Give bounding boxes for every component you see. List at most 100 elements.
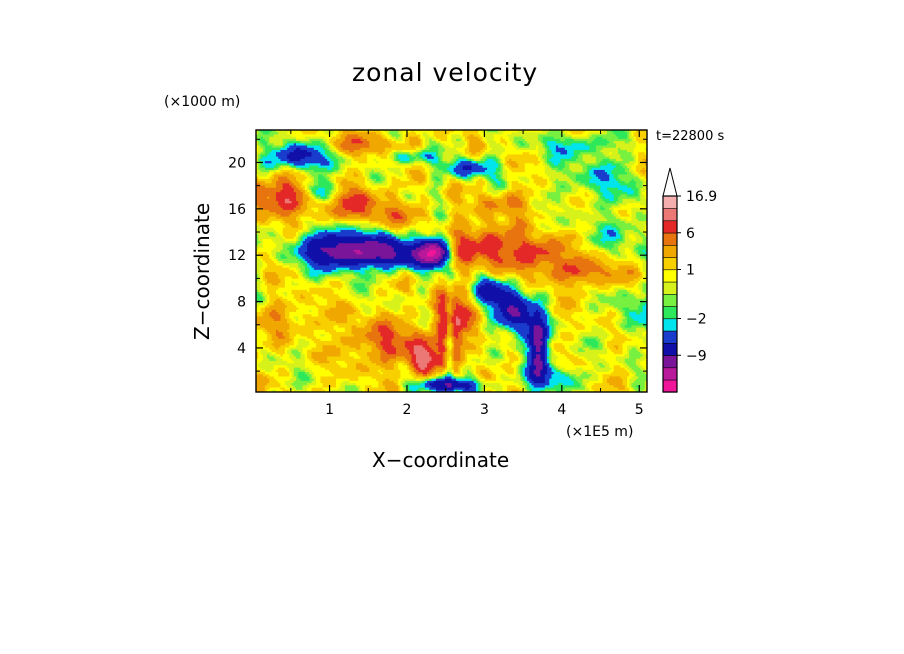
field-cell bbox=[547, 152, 553, 156]
field-cell bbox=[527, 205, 533, 209]
field-cell bbox=[413, 269, 430, 273]
field-cell bbox=[451, 258, 455, 262]
field-cell bbox=[578, 340, 584, 344]
field-cell bbox=[364, 269, 373, 273]
field-cell bbox=[484, 320, 488, 324]
field-cell bbox=[409, 158, 415, 162]
field-cell bbox=[451, 298, 461, 302]
field-cell bbox=[302, 263, 308, 267]
field-cell bbox=[398, 156, 410, 160]
field-cell bbox=[442, 178, 448, 182]
field-cell bbox=[618, 147, 621, 151]
field-cell bbox=[264, 274, 279, 278]
field-cell bbox=[500, 352, 506, 355]
field-cell bbox=[627, 149, 635, 153]
field-cell bbox=[322, 283, 330, 287]
field-cell bbox=[340, 354, 350, 358]
field-cell bbox=[451, 352, 455, 355]
field-cell bbox=[389, 285, 397, 289]
field-cell bbox=[373, 292, 377, 295]
field-cell bbox=[549, 305, 555, 309]
field-cell bbox=[335, 196, 342, 200]
field-cell bbox=[553, 345, 566, 349]
field-cell bbox=[591, 325, 599, 329]
field-cell bbox=[495, 278, 501, 282]
field-cell bbox=[493, 258, 504, 262]
field-cell bbox=[587, 274, 606, 278]
field-cell bbox=[571, 134, 588, 138]
field-cell bbox=[280, 221, 286, 224]
field-cell bbox=[513, 136, 524, 140]
field-cell bbox=[555, 183, 570, 187]
field-cell bbox=[467, 320, 475, 324]
field-cell bbox=[493, 172, 499, 176]
field-cell bbox=[324, 194, 328, 198]
field-cell bbox=[391, 298, 406, 302]
field-cell bbox=[395, 163, 415, 167]
field-cell bbox=[311, 338, 322, 342]
field-cell bbox=[524, 345, 528, 349]
field-cell bbox=[544, 185, 553, 189]
field-cell bbox=[564, 185, 573, 189]
field-cell bbox=[256, 309, 262, 313]
field-cell bbox=[631, 249, 635, 253]
field-cell bbox=[447, 325, 453, 329]
field-cell bbox=[393, 287, 399, 291]
field-cell bbox=[415, 292, 421, 295]
field-cell bbox=[422, 149, 439, 153]
field-cell bbox=[484, 314, 488, 318]
field-cell bbox=[507, 161, 517, 164]
field-cell bbox=[278, 258, 299, 262]
field-cell bbox=[460, 174, 468, 178]
field-cell bbox=[262, 143, 268, 147]
field-cell bbox=[335, 192, 342, 195]
field-cell bbox=[515, 334, 519, 338]
field-cell bbox=[438, 327, 448, 331]
field-cell bbox=[469, 283, 473, 287]
field-cell bbox=[273, 318, 282, 322]
field-cell bbox=[529, 198, 535, 202]
field-cell bbox=[284, 352, 288, 355]
field-cell bbox=[538, 216, 546, 220]
field-cell bbox=[353, 334, 366, 338]
field-cell bbox=[635, 169, 641, 173]
field-cell bbox=[329, 263, 339, 267]
field-cell bbox=[262, 163, 277, 167]
field-cell bbox=[491, 181, 497, 184]
field-cell bbox=[438, 307, 446, 311]
field-cell bbox=[631, 212, 637, 215]
field-cell bbox=[547, 340, 550, 344]
field-cell bbox=[282, 185, 293, 189]
field-cell bbox=[289, 163, 295, 167]
field-cell bbox=[391, 343, 406, 346]
field-cell bbox=[393, 314, 419, 318]
field-cell bbox=[391, 234, 395, 238]
field-cell bbox=[313, 334, 322, 338]
field-cell bbox=[435, 136, 448, 140]
field-cell bbox=[291, 201, 299, 204]
field-cell bbox=[449, 196, 461, 200]
field-cell bbox=[487, 316, 490, 320]
field-cell bbox=[424, 212, 430, 215]
x-axis-unit: (×1E5 m) bbox=[566, 424, 634, 440]
field-cell bbox=[620, 194, 628, 198]
field-cell bbox=[327, 147, 330, 151]
field-cell bbox=[575, 192, 586, 195]
field-cell bbox=[527, 209, 535, 213]
field-cell bbox=[411, 269, 415, 273]
field-cell bbox=[635, 145, 647, 149]
field-cell bbox=[256, 238, 259, 242]
field-cell bbox=[369, 292, 375, 295]
field-cell bbox=[502, 212, 526, 215]
field-cell bbox=[307, 183, 315, 187]
field-cell bbox=[553, 343, 564, 346]
field-cell bbox=[375, 236, 388, 240]
field-cell bbox=[598, 298, 647, 302]
field-cell bbox=[256, 245, 264, 249]
field-cell bbox=[555, 354, 566, 358]
field-cell bbox=[449, 172, 453, 176]
field-cell bbox=[567, 174, 577, 178]
field-cell bbox=[395, 347, 408, 351]
field-cell bbox=[511, 287, 517, 291]
field-cell bbox=[622, 238, 626, 242]
